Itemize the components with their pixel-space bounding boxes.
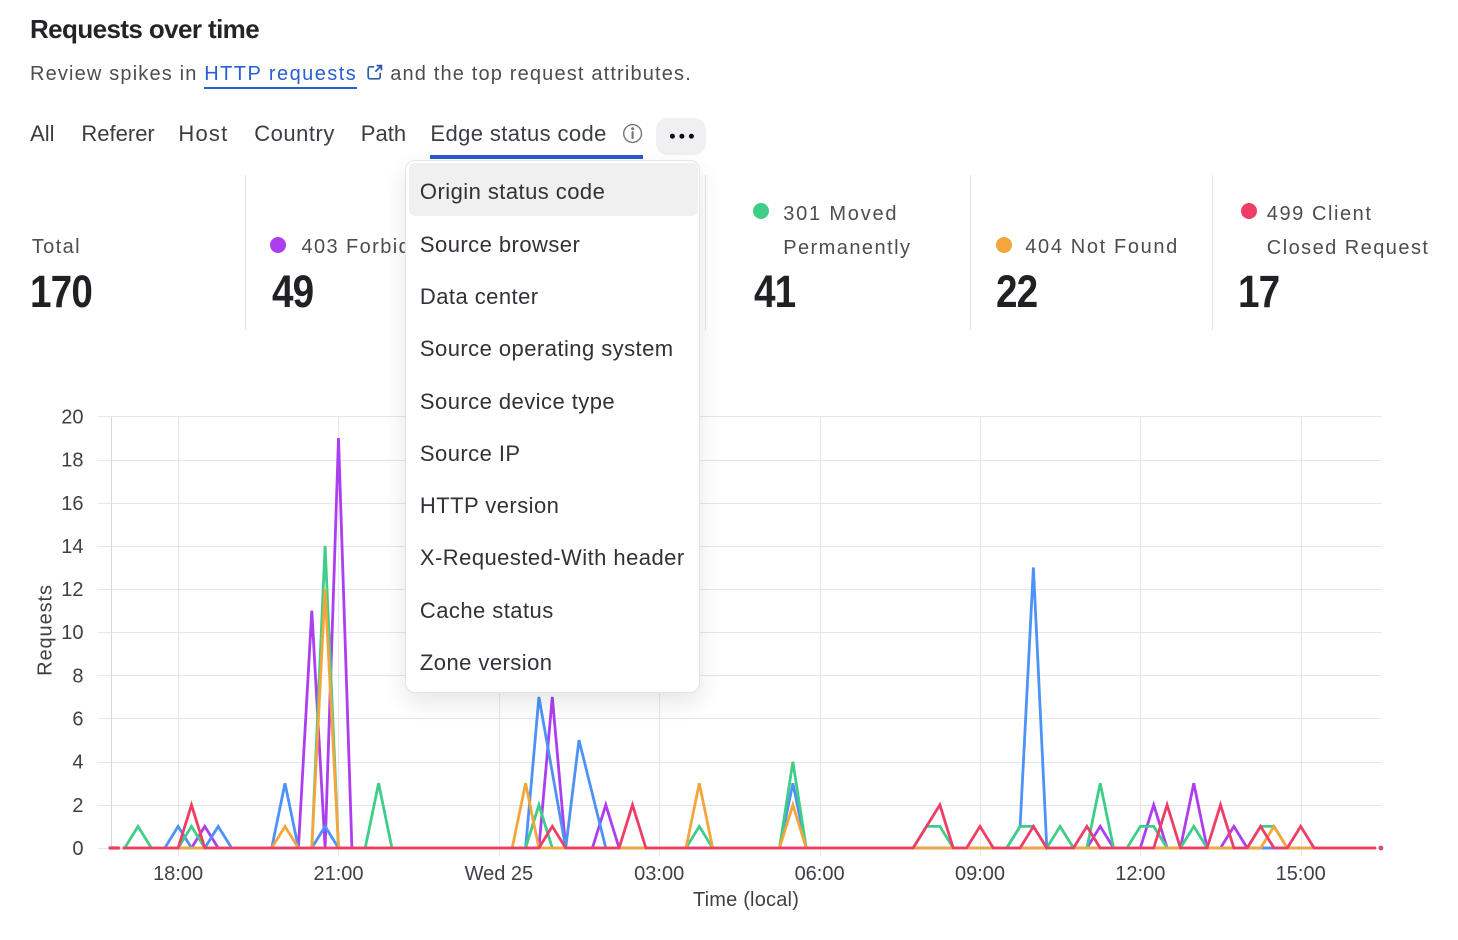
svg-text:16: 16 — [61, 493, 83, 515]
svg-text:Time (local): Time (local) — [693, 889, 799, 911]
svg-text:10: 10 — [61, 622, 83, 644]
svg-text:18: 18 — [61, 450, 83, 472]
svg-text:12: 12 — [61, 579, 83, 601]
svg-text:06:00: 06:00 — [795, 863, 845, 885]
svg-text:4: 4 — [72, 752, 83, 774]
svg-text:20: 20 — [61, 407, 83, 429]
svg-text:18:00: 18:00 — [153, 863, 203, 885]
svg-text:Wed 25: Wed 25 — [465, 863, 534, 885]
svg-text:12:00: 12:00 — [1115, 863, 1165, 885]
svg-text:6: 6 — [72, 709, 83, 731]
svg-text:15:00: 15:00 — [1276, 863, 1326, 885]
svg-text:21:00: 21:00 — [313, 863, 363, 885]
svg-text:0: 0 — [72, 838, 83, 860]
svg-text:Requests: Requests — [35, 584, 57, 676]
svg-text:2: 2 — [72, 795, 83, 817]
svg-text:09:00: 09:00 — [955, 863, 1005, 885]
svg-text:14: 14 — [61, 536, 83, 558]
svg-text:03:00: 03:00 — [634, 863, 684, 885]
svg-text:8: 8 — [72, 665, 83, 687]
